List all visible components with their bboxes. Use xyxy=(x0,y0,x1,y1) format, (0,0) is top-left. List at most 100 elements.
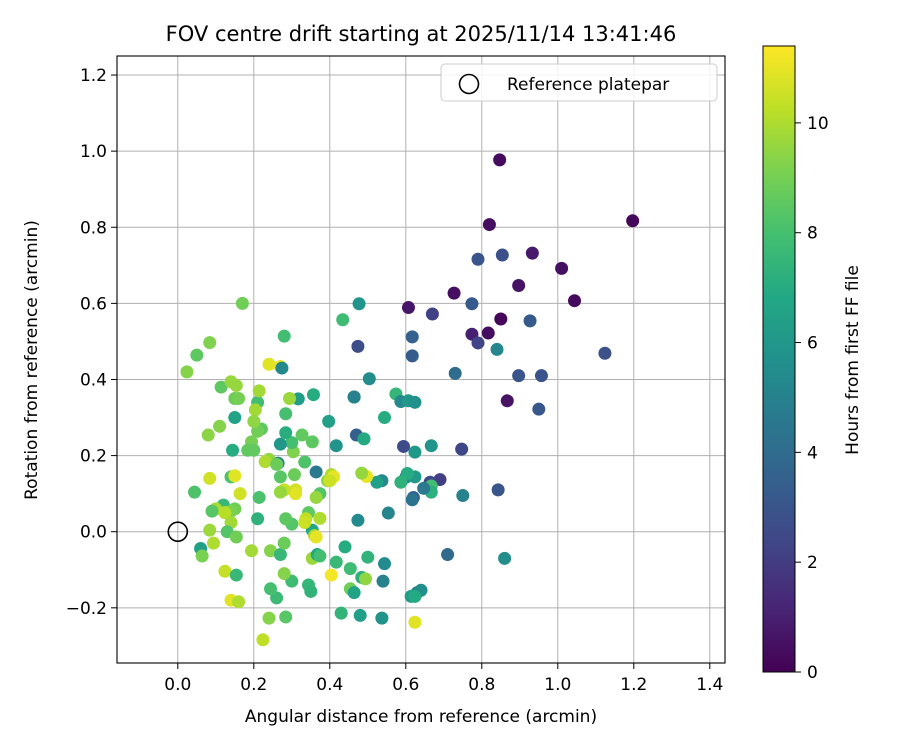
grid-lines xyxy=(117,56,725,663)
data-point xyxy=(329,555,343,569)
data-point xyxy=(494,312,508,326)
data-point xyxy=(229,379,243,393)
colorbar-tick-label: 2 xyxy=(807,553,818,573)
data-point xyxy=(490,342,504,356)
colorbar-tick-label: 4 xyxy=(807,443,818,463)
data-point xyxy=(495,248,509,262)
x-axis-ticks: 0.0 0.2 0.4 0.6 0.8 1.0 1.2 1.4 xyxy=(164,663,723,695)
data-point xyxy=(313,549,327,563)
data-point xyxy=(213,419,227,433)
data-point xyxy=(394,475,408,489)
data-point xyxy=(512,369,526,383)
data-point xyxy=(252,490,266,504)
data-point xyxy=(482,218,496,232)
data-point xyxy=(289,487,303,501)
data-point xyxy=(306,388,320,402)
data-points xyxy=(180,153,640,647)
y-tick-label: 1.2 xyxy=(80,66,107,86)
data-point xyxy=(256,633,270,647)
data-point xyxy=(334,606,348,620)
x-tick-label: 1.2 xyxy=(620,675,647,695)
colorbar-tick-label: 10 xyxy=(807,114,829,134)
data-point xyxy=(279,512,293,526)
data-point xyxy=(180,365,194,379)
data-point xyxy=(309,465,323,479)
data-point xyxy=(500,394,514,408)
data-point xyxy=(285,436,299,450)
data-point xyxy=(448,366,462,380)
data-point xyxy=(251,424,265,438)
data-point xyxy=(347,586,361,600)
y-tick-label: 0.8 xyxy=(80,218,107,238)
data-point xyxy=(201,428,215,442)
data-point xyxy=(190,348,204,362)
data-point xyxy=(283,392,297,406)
data-point xyxy=(336,313,350,327)
data-point xyxy=(309,490,323,504)
x-tick-label: 0.4 xyxy=(316,675,343,695)
y-axis-ticks: −0.2 0.0 0.2 0.4 0.6 0.8 1.0 1.2 xyxy=(66,66,117,619)
x-tick-label: 0.2 xyxy=(240,675,267,695)
colorbar-tick-label: 8 xyxy=(807,224,818,244)
data-point xyxy=(447,286,461,300)
data-point xyxy=(376,574,390,588)
data-point xyxy=(329,439,343,453)
data-point xyxy=(512,278,526,292)
data-point xyxy=(214,380,228,394)
data-point xyxy=(353,608,367,622)
x-tick-label: 0.6 xyxy=(392,675,419,695)
data-point xyxy=(425,307,439,321)
data-point xyxy=(203,523,217,537)
data-point xyxy=(235,296,249,310)
data-point xyxy=(424,439,438,453)
data-point xyxy=(247,414,261,428)
data-point xyxy=(195,549,209,563)
data-point xyxy=(273,485,287,499)
y-tick-label: 1.0 xyxy=(80,142,107,162)
data-point xyxy=(203,336,217,350)
colorbar-tick-label: 6 xyxy=(807,334,818,354)
data-point xyxy=(456,489,470,503)
data-point xyxy=(228,411,242,425)
data-point xyxy=(408,589,422,603)
data-point xyxy=(378,411,392,425)
data-point xyxy=(375,611,389,625)
data-point xyxy=(352,297,366,311)
data-point xyxy=(226,443,240,457)
x-tick-label: 1.4 xyxy=(696,675,723,695)
data-point xyxy=(309,530,323,544)
y-axis-label: Rotation from reference (arcmin) xyxy=(22,220,42,500)
data-point xyxy=(408,445,422,459)
data-point xyxy=(229,530,243,544)
data-point xyxy=(401,301,415,315)
data-point xyxy=(279,407,293,421)
data-point xyxy=(298,516,312,530)
data-point xyxy=(304,584,318,598)
data-point xyxy=(555,261,569,275)
data-point xyxy=(251,512,265,526)
data-point xyxy=(408,395,422,409)
data-point xyxy=(245,544,259,558)
data-point xyxy=(323,474,337,488)
data-point xyxy=(351,339,365,353)
colorbar xyxy=(762,45,796,673)
data-point xyxy=(218,564,232,578)
data-point xyxy=(525,246,539,260)
data-point xyxy=(270,457,284,471)
data-point xyxy=(273,548,287,562)
data-point xyxy=(188,485,202,499)
data-point xyxy=(270,591,284,605)
data-point xyxy=(279,610,293,624)
data-point xyxy=(203,471,217,485)
chart-title: FOV centre drift starting at 2025/11/14 … xyxy=(166,22,677,46)
data-point xyxy=(357,432,371,446)
data-point xyxy=(295,428,309,442)
data-point xyxy=(343,562,357,576)
data-point xyxy=(232,392,246,406)
data-point xyxy=(305,435,319,449)
data-point xyxy=(298,455,312,469)
data-point xyxy=(441,548,455,562)
data-point xyxy=(275,361,289,375)
data-point xyxy=(532,402,546,416)
data-point xyxy=(338,540,352,554)
